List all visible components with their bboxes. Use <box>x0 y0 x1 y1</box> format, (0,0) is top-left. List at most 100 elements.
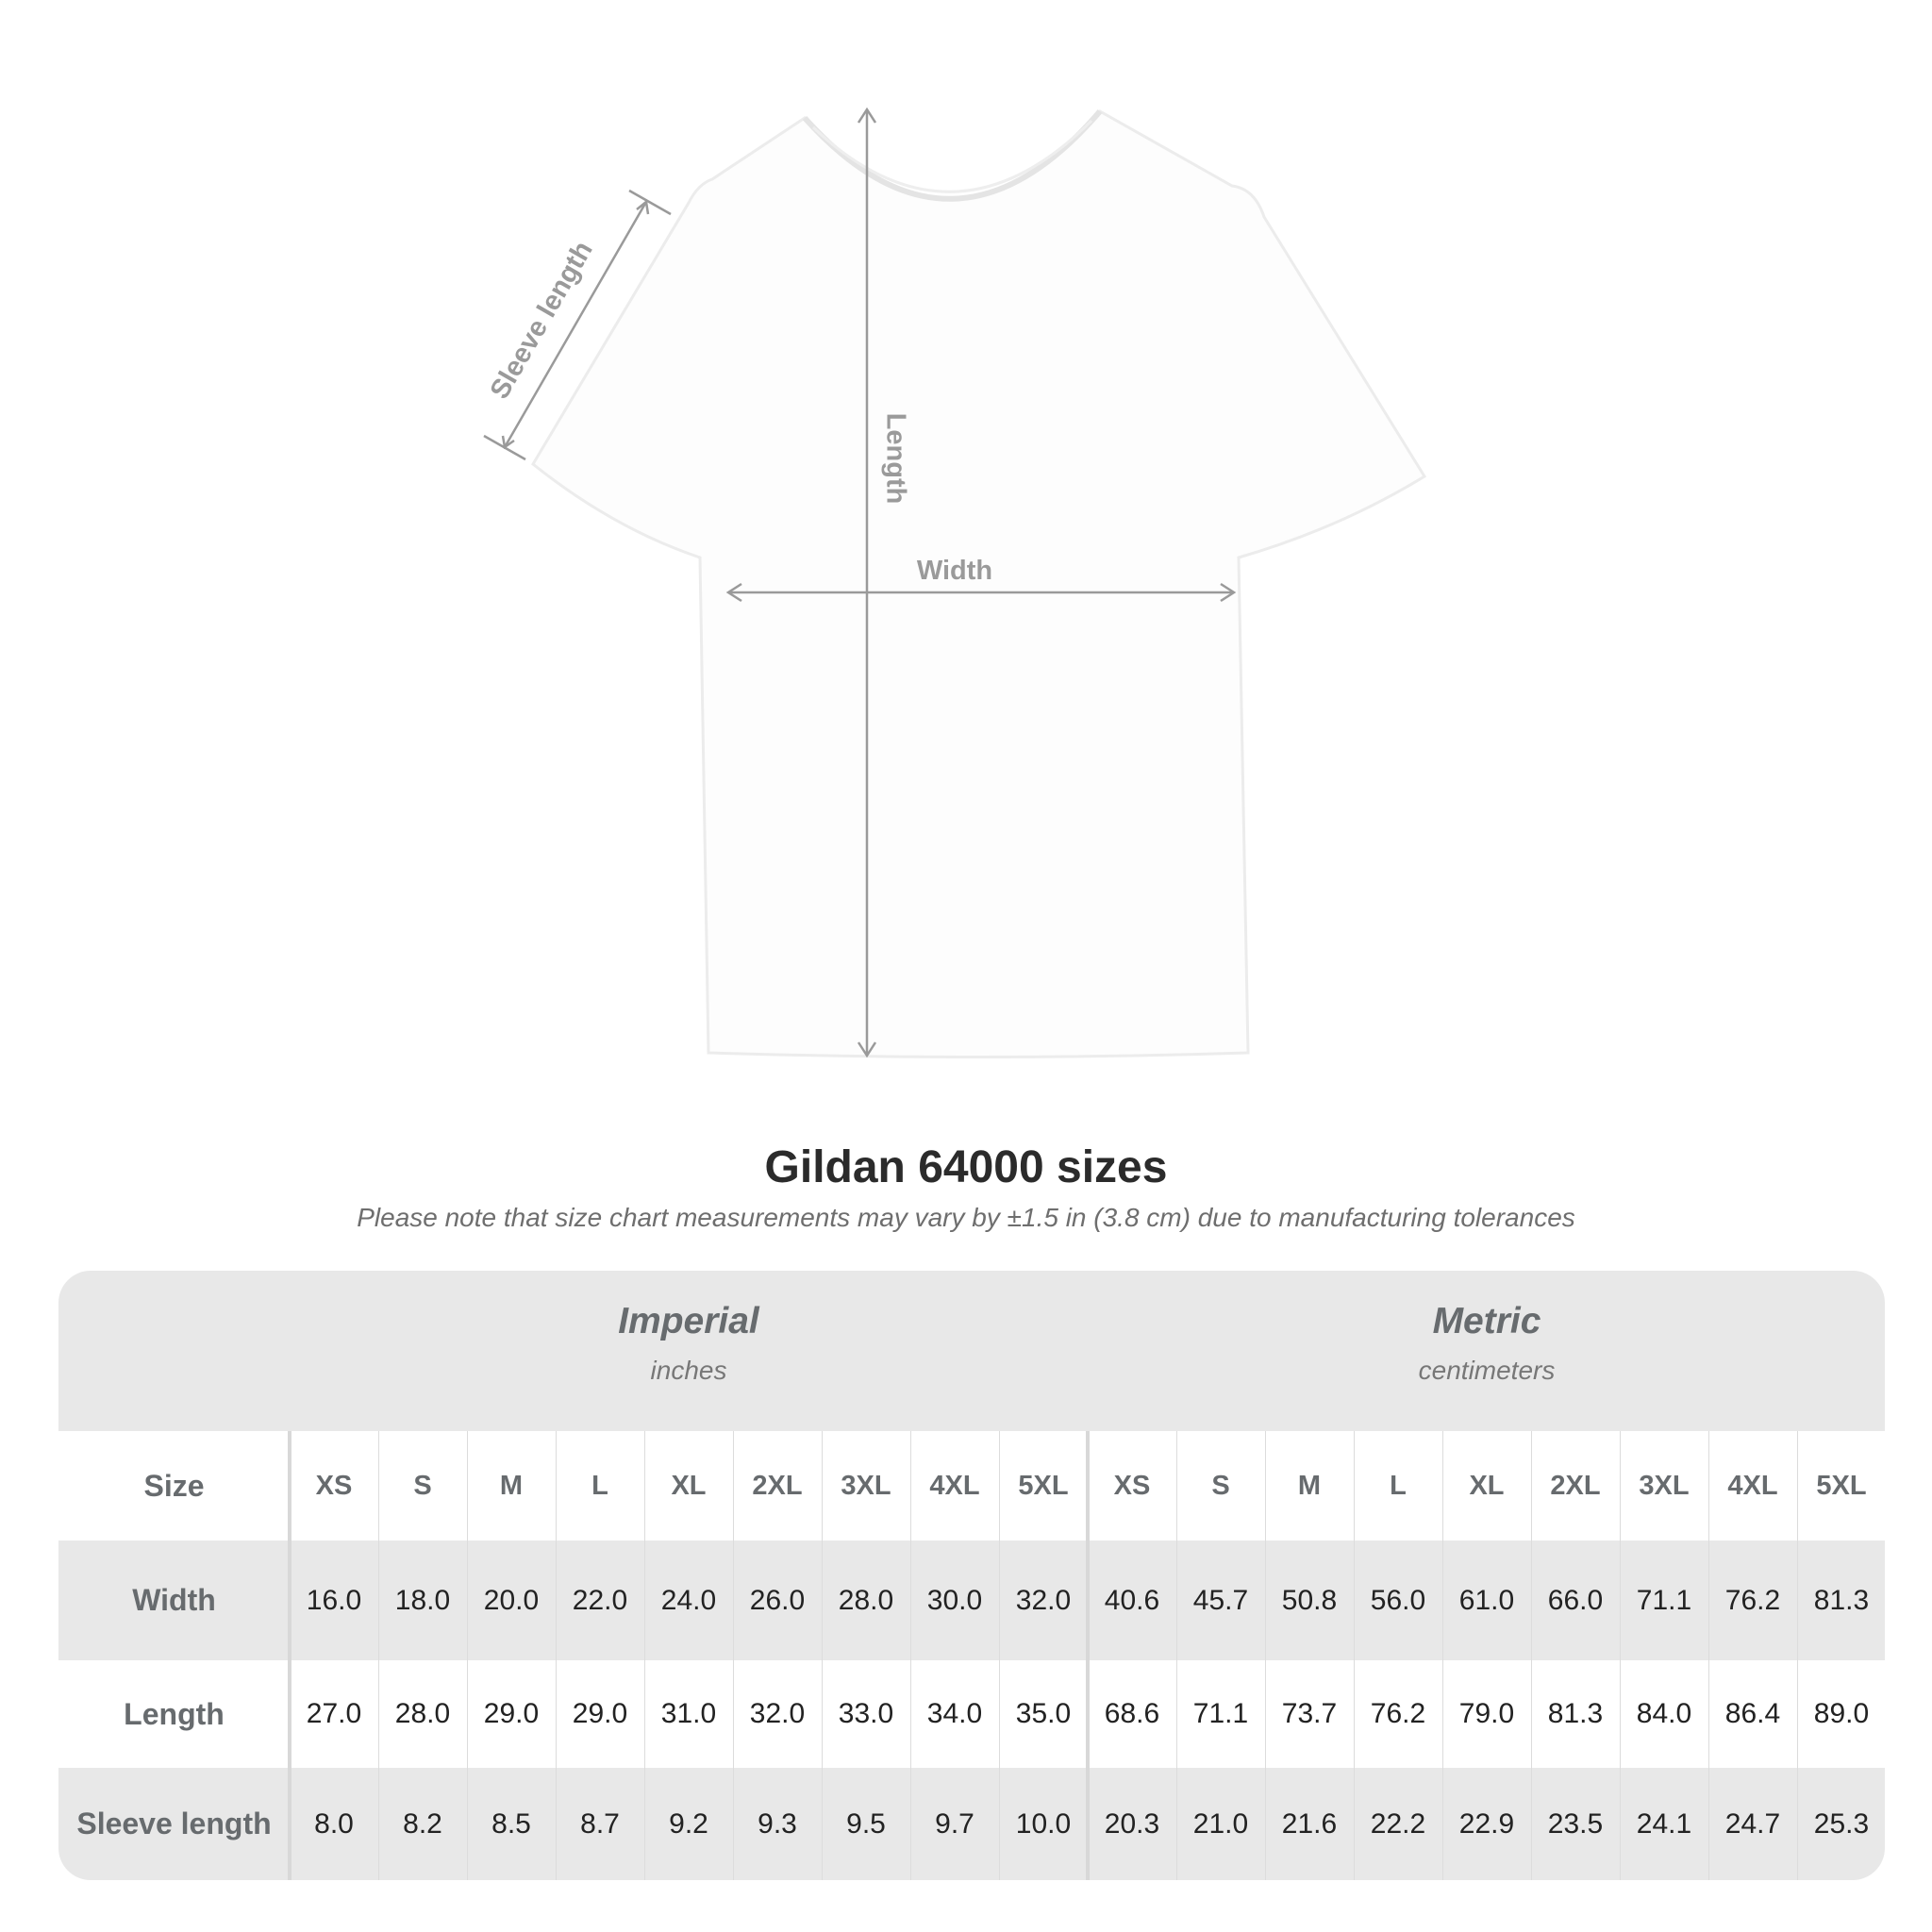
size-label: M <box>1297 1470 1322 1501</box>
value-cell: 32.0 <box>749 1698 806 1729</box>
value-cell: 34.0 <box>926 1698 983 1729</box>
table-header: Imperial inches Metric centimeters <box>58 1271 1885 1431</box>
value-cell: 18.0 <box>394 1584 451 1616</box>
size-label: L <box>1390 1470 1407 1501</box>
value-cell: 56.0 <box>1370 1584 1426 1616</box>
value-cell: 81.3 <box>1547 1698 1604 1729</box>
size-label: S <box>1211 1470 1230 1501</box>
value-cell: 9.2 <box>669 1807 708 1840</box>
width-label: Width <box>917 556 992 586</box>
size-label: 4XL <box>929 1470 980 1501</box>
sleeve-arrowhead-bottom <box>501 435 515 450</box>
sleeve-arrowhead-top <box>636 199 650 215</box>
column-divider <box>378 1431 379 1880</box>
value-cell: 22.0 <box>572 1584 628 1616</box>
tolerance-note: Please note that size chart measurements… <box>357 1203 1575 1232</box>
size-label: XL <box>671 1470 707 1501</box>
row-label: Sleeve length <box>76 1807 272 1840</box>
value-cell: 68.6 <box>1104 1698 1160 1729</box>
group-name: Imperial <box>618 1301 759 1341</box>
value-cell: 8.7 <box>580 1807 620 1840</box>
value-cell: 76.2 <box>1724 1584 1781 1616</box>
size-label: 3XL <box>1639 1470 1690 1501</box>
tshirt-diagram: Sleeve length Length Width <box>483 107 1427 1058</box>
value-cell: 24.7 <box>1724 1807 1781 1840</box>
length-arrowhead-bottom <box>857 1041 877 1058</box>
value-cell: 22.9 <box>1458 1807 1515 1840</box>
value-cell: 8.0 <box>314 1807 354 1840</box>
table-row: Length 27.0 28.0 29.0 29.0 31.0 32.0 33.0 34.0 35… <box>58 1660 1885 1768</box>
column-divider <box>1176 1431 1177 1880</box>
value-cell: 73.7 <box>1281 1698 1338 1729</box>
size-label: L <box>591 1470 608 1501</box>
value-cell: 89.0 <box>1813 1698 1870 1729</box>
column-divider <box>467 1431 468 1880</box>
value-cell: 26.0 <box>749 1584 806 1616</box>
size-label: 4XL <box>1727 1470 1778 1501</box>
column-divider <box>1708 1431 1709 1880</box>
value-cell: 71.1 <box>1636 1584 1692 1616</box>
row-label: Length <box>124 1696 225 1731</box>
width-arrowhead-right <box>1220 582 1237 603</box>
size-label: 2XL <box>752 1470 803 1501</box>
group-name: Metric <box>1432 1301 1541 1341</box>
value-cell: 40.6 <box>1104 1584 1160 1616</box>
value-cell: 84.0 <box>1636 1698 1692 1729</box>
length-label: Length <box>880 413 910 505</box>
length-arrowhead-top <box>857 107 877 124</box>
collar-seam <box>811 119 1093 193</box>
value-cell: 24.0 <box>660 1584 717 1616</box>
size-label: XL <box>1469 1470 1505 1501</box>
column-divider <box>1531 1431 1532 1880</box>
column-divider <box>1797 1431 1798 1880</box>
value-cell: 25.3 <box>1813 1807 1870 1840</box>
column-divider <box>644 1431 645 1880</box>
size-header-row: Size XS S M L XL 2XL 3XL 4XL 5XL XS S M L XL 2XL 3XL 4XL 5… <box>58 1431 1885 1541</box>
value-cell: 27.0 <box>306 1698 362 1729</box>
column-divider <box>1442 1431 1443 1880</box>
column-divider <box>733 1431 734 1880</box>
column-divider <box>1086 1431 1090 1880</box>
value-cell: 29.0 <box>572 1698 628 1729</box>
column-divider <box>1354 1431 1355 1880</box>
value-cell: 29.0 <box>483 1698 540 1729</box>
table-row: Width 16.0 18.0 20.0 22.0 24.0 26.0 28.0 30.0 32.… <box>58 1541 1885 1660</box>
value-cell: 79.0 <box>1458 1698 1515 1729</box>
value-cell: 9.3 <box>758 1807 797 1840</box>
width-arrowhead-left <box>725 582 742 603</box>
size-label: S <box>413 1470 432 1501</box>
value-cell: 66.0 <box>1547 1584 1604 1616</box>
size-label: XS <box>315 1470 353 1501</box>
value-cell: 45.7 <box>1192 1584 1249 1616</box>
value-cell: 33.0 <box>838 1698 894 1729</box>
row-header: Size <box>143 1468 205 1503</box>
value-cell: 50.8 <box>1281 1584 1338 1616</box>
size-label: 5XL <box>1018 1470 1069 1501</box>
value-cell: 9.5 <box>846 1807 886 1840</box>
size-label: 3XL <box>841 1470 891 1501</box>
collar <box>802 109 1103 202</box>
value-cell: 86.4 <box>1724 1698 1781 1729</box>
imperial-group: Imperial inches <box>290 1301 1088 1386</box>
value-cell: 8.2 <box>403 1807 442 1840</box>
value-cell: 35.0 <box>1015 1698 1072 1729</box>
value-cell: 31.0 <box>660 1698 717 1729</box>
sleeve-arrow <box>503 201 648 448</box>
group-unit: centimeters <box>1418 1356 1556 1385</box>
value-cell: 22.2 <box>1370 1807 1426 1840</box>
sleeve-label: Sleeve length <box>485 237 599 405</box>
value-cell: 20.0 <box>483 1584 540 1616</box>
column-divider <box>288 1431 291 1880</box>
value-cell: 76.2 <box>1370 1698 1426 1729</box>
sleeve-tick-top <box>628 189 672 216</box>
column-divider <box>910 1431 911 1880</box>
value-cell: 61.0 <box>1458 1584 1515 1616</box>
metric-group: Metric centimeters <box>1088 1301 1885 1386</box>
size-label: XS <box>1113 1470 1151 1501</box>
value-cell: 21.6 <box>1281 1807 1338 1840</box>
column-divider <box>1620 1431 1621 1880</box>
value-cell: 10.0 <box>1015 1807 1072 1840</box>
value-cell: 28.0 <box>394 1698 451 1729</box>
value-cell: 81.3 <box>1813 1584 1870 1616</box>
value-cell: 16.0 <box>306 1584 362 1616</box>
